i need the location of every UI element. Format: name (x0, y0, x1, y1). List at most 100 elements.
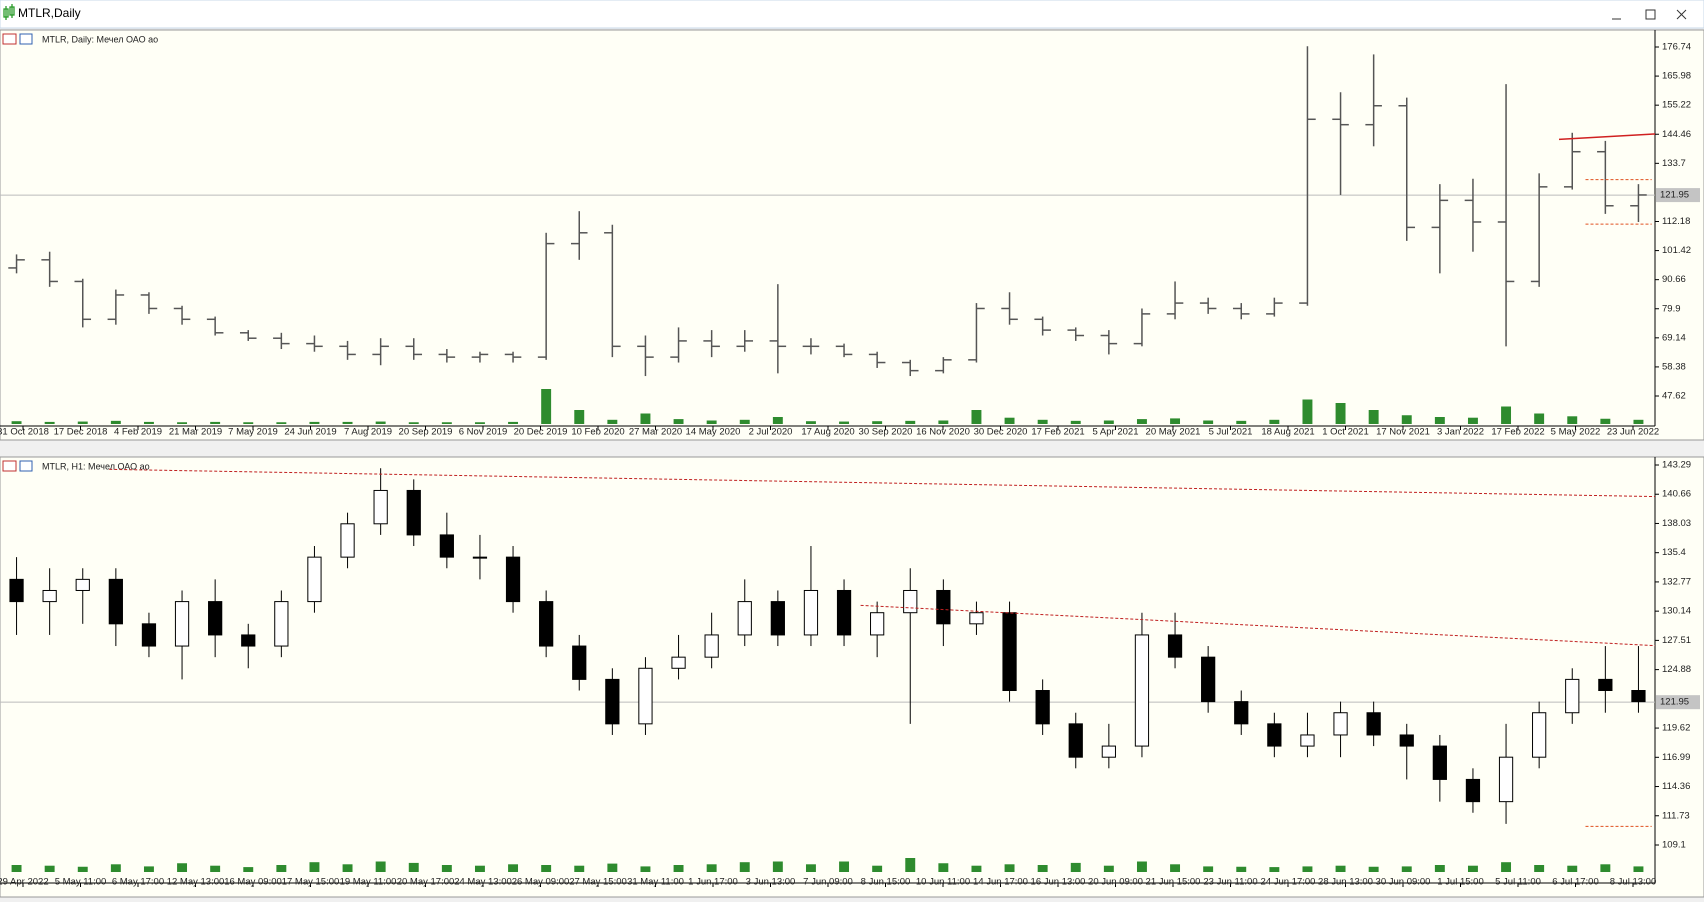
volume-bar (805, 864, 816, 872)
volume-bar (541, 865, 552, 872)
close-button[interactable] (1676, 9, 1687, 20)
x-tick-label: 1 Oct 2021 (1322, 427, 1368, 438)
volume-bar (1501, 862, 1512, 872)
x-tick-label: 21 Mar 2019 (169, 427, 222, 438)
x-tick-label: 5 May 2022 (1551, 427, 1601, 438)
volume-bar (1335, 865, 1346, 872)
x-tick-label: 17 Feb 2021 (1031, 427, 1084, 438)
volume-bar (1302, 866, 1313, 872)
candle-body (108, 578, 123, 625)
candle-body (1532, 712, 1547, 758)
volume-bar (574, 865, 585, 872)
y-tick-label: 124.88 (1662, 664, 1691, 675)
candle-body (1035, 690, 1050, 725)
candle-body (1498, 756, 1514, 803)
volume-bar (1434, 865, 1445, 872)
y-tick-label: 90.66 (1662, 274, 1686, 285)
x-tick-label: 7 Aug 2019 (344, 427, 392, 438)
volume-bar (375, 861, 386, 872)
volume-bar (673, 419, 684, 424)
volume-bar (971, 865, 982, 872)
chart-panel (0, 29, 1704, 441)
volume-bar (110, 420, 121, 424)
candle-body (9, 578, 24, 603)
maximize-button[interactable] (1645, 9, 1656, 20)
chart-header: MTLR, H1: Мечел ОАО ао (42, 461, 150, 471)
volume-bar (607, 419, 618, 424)
volume-bar (1103, 865, 1114, 872)
volume-bar (1434, 417, 1445, 424)
volume-bar (375, 421, 386, 424)
window-controls[interactable] (1612, 9, 1687, 20)
volume-bar (541, 389, 552, 424)
x-tick-label: 6 Nov 2019 (459, 427, 508, 438)
y-tick-label: 133.7 (1662, 158, 1686, 169)
y-tick-label: 132.77 (1662, 576, 1691, 587)
y-tick-label: 101.42 (1662, 245, 1691, 256)
chart-panel (0, 456, 1704, 898)
x-tick-label: 17 Feb 2022 (1491, 427, 1544, 438)
volume-bar (474, 422, 485, 424)
current-price-box (1656, 695, 1700, 710)
volume-bar (1170, 418, 1181, 424)
candle-body (671, 656, 686, 669)
x-tick-label: 20 Jun 09:00 (1088, 877, 1143, 888)
x-tick-label: 10 Jun 11:00 (916, 877, 970, 888)
volume-bar (574, 410, 585, 424)
volume-bar (1633, 866, 1644, 872)
volume-bar (210, 865, 221, 872)
volume-bar (1136, 419, 1147, 424)
x-tick-label: 26 May 09:00 (512, 877, 570, 888)
volume-bar (673, 865, 684, 872)
x-tick-label: 1 Jun 17:00 (688, 877, 738, 888)
volume-bar (1368, 866, 1379, 872)
candle-body (1167, 634, 1183, 658)
y-tick-label: 135.4 (1662, 547, 1686, 558)
x-tick-label: 29 Apr 2022 (0, 877, 49, 888)
x-tick-label: 30 Jun 09:00 (1376, 877, 1431, 888)
volume-bar (177, 422, 188, 424)
y-tick-label: 112.18 (1662, 216, 1690, 227)
candle-body (439, 534, 454, 558)
candle-body (1399, 734, 1414, 747)
volume-bar (243, 422, 254, 424)
volume-bar (1534, 413, 1545, 424)
volume-bar (1070, 420, 1081, 424)
volume-bar (1335, 403, 1346, 424)
x-tick-label: 5 Jul 11:00 (1495, 877, 1541, 888)
volume-bar (1401, 866, 1412, 872)
y-tick-label: 79.9 (1662, 303, 1681, 314)
volume-bar (1401, 415, 1412, 424)
volume-bar (77, 866, 88, 872)
volume-bar (342, 421, 353, 424)
volume-bar (839, 421, 850, 424)
candle-body (1333, 712, 1348, 736)
candle-body (704, 634, 719, 658)
candle-body (539, 601, 554, 647)
candle-body (42, 589, 57, 603)
trend-line (1558, 133, 1656, 141)
x-tick-label: 17 Aug 2020 (801, 427, 854, 438)
volume-bar (1302, 399, 1313, 424)
candle-body (75, 578, 90, 591)
volume-bar (1567, 416, 1578, 424)
y-tick-label: 109.1 (1662, 840, 1686, 851)
y-tick-label: 155.22 (1662, 100, 1691, 111)
y-tick-label: 119.62 (1662, 723, 1690, 734)
volume-bar (839, 861, 850, 872)
chart-header: MTLR, Daily: Мечел ОАО ао (42, 34, 158, 44)
x-tick-label: 5 May 11:00 (55, 877, 107, 888)
volume-bar (1170, 864, 1181, 872)
volume-bar (508, 864, 519, 872)
volume-bar (706, 864, 717, 872)
candle-body (1234, 701, 1249, 725)
volume-bar (408, 862, 419, 872)
x-tick-label: 20 Dec 2019 (514, 427, 568, 438)
volume-bar (1633, 419, 1644, 424)
volume-bar (177, 863, 188, 872)
volume-bar (276, 865, 287, 872)
trend-line (109, 468, 1656, 498)
y-tick-label: 116.99 (1662, 752, 1690, 763)
volume-bar (342, 864, 353, 872)
